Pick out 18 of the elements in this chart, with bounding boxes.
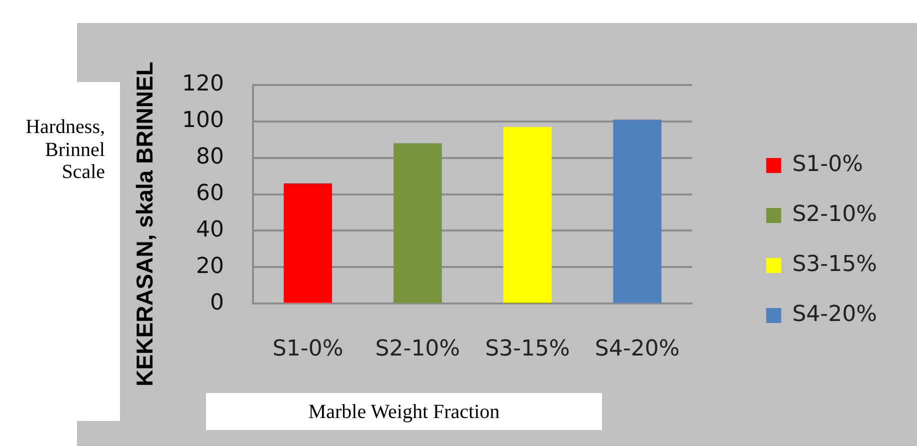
x-tick-label: S1-0% bbox=[272, 336, 344, 362]
legend-label: S2-10% bbox=[792, 202, 878, 228]
y-tick-label: 100 bbox=[182, 108, 224, 134]
text: Hardness, Brinnel Scale bbox=[24, 116, 105, 184]
legend-label: S1-0% bbox=[792, 152, 864, 178]
y-tick-label: 60 bbox=[196, 181, 224, 206]
y-tick-label: 20 bbox=[196, 254, 224, 279]
y-tick-label: 40 bbox=[196, 217, 224, 242]
x-tick-label: S2-10% bbox=[375, 336, 460, 362]
y-tick-label: 80 bbox=[196, 144, 224, 170]
x-tick-label: S3-15% bbox=[485, 336, 570, 362]
y-axis-title: KEKERASAN, skala BRINNEL bbox=[131, 62, 158, 386]
legend-label: S4-20% bbox=[792, 302, 878, 328]
x-axis-title: Marble Weight Fraction bbox=[308, 401, 500, 424]
y-tick-label: 0 bbox=[210, 290, 224, 316]
y-tick-label: 120 bbox=[182, 72, 224, 97]
x-tick-label: S4-20% bbox=[594, 336, 680, 362]
legend-label: S3-15% bbox=[792, 252, 878, 278]
